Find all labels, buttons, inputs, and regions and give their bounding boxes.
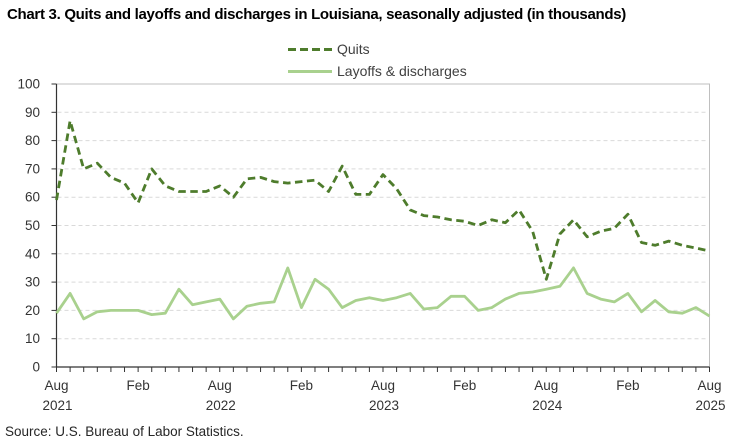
x-axis-label-year: 2024: [532, 398, 563, 413]
y-axis-label: 10: [25, 331, 40, 346]
x-axis-label-year: 2023: [369, 398, 399, 413]
x-axis-label-month: Aug: [534, 378, 558, 393]
y-axis-label: 90: [25, 105, 40, 120]
y-axis-label: 20: [25, 303, 40, 318]
legend-item-layoffs: Layoffs & discharges: [288, 60, 467, 82]
quits-line: [55, 119, 710, 281]
x-axis-label-year: 2022: [206, 398, 236, 413]
legend-label-layoffs: Layoffs & discharges: [337, 63, 467, 79]
chart-legend: Quits Layoffs & discharges: [288, 38, 467, 82]
x-axis-label-month: Aug: [371, 378, 395, 393]
y-axis-label: 40: [25, 246, 40, 261]
quits-dashed-line-swatch: [288, 47, 332, 51]
x-axis-label-month: Aug: [697, 378, 721, 393]
layoffs-line: [55, 266, 711, 321]
y-axis-label: 0: [32, 360, 40, 375]
legend-label-quits: Quits: [337, 41, 370, 57]
source-note: Source: U.S. Bureau of Labor Statistics.: [5, 424, 244, 439]
y-axis-label: 50: [25, 218, 40, 233]
x-axis-label-year: 2021: [42, 398, 72, 413]
y-axis-label: 80: [25, 133, 40, 148]
x-axis-label-month: Feb: [126, 378, 149, 393]
x-axis-label-month: Feb: [616, 378, 639, 393]
layoffs-solid-line-swatch: [288, 69, 332, 73]
x-axis-label-month: Feb: [453, 378, 476, 393]
x-axis-label-month: Feb: [290, 378, 313, 393]
page-title: Chart 3. Quits and layoffs and discharge…: [7, 6, 626, 23]
legend-item-quits: Quits: [288, 38, 467, 60]
x-axis-label-month: Aug: [44, 378, 68, 393]
y-axis-label: 70: [25, 161, 40, 176]
x-axis-label-month: Aug: [208, 378, 232, 393]
x-axis-label-year: 2025: [695, 398, 725, 413]
y-axis-label: 60: [25, 190, 40, 205]
y-axis-label: 30: [25, 275, 40, 290]
y-axis-label: 100: [17, 77, 40, 92]
